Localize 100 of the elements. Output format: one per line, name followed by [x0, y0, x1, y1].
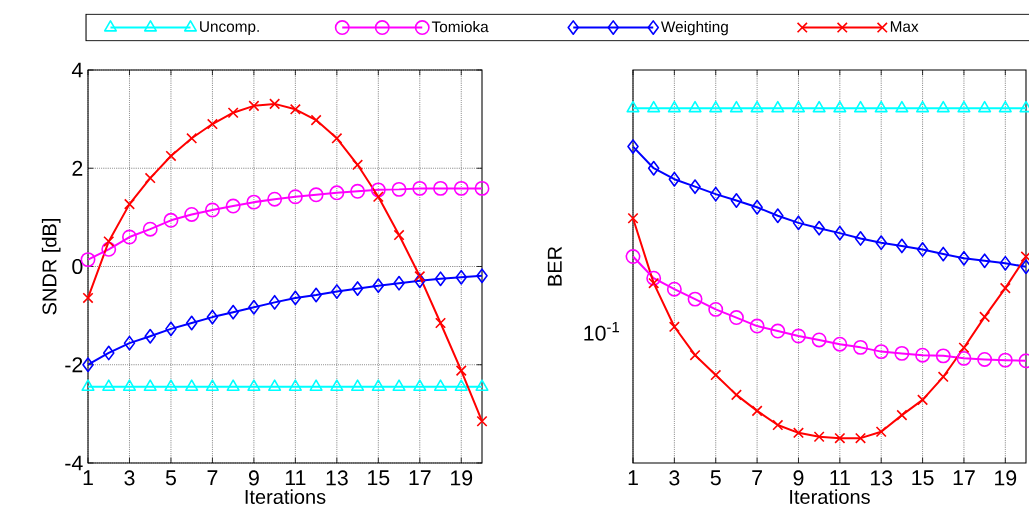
point: [455, 269, 468, 285]
point: [82, 357, 94, 373]
point: [433, 379, 448, 391]
point: [855, 432, 867, 444]
point: [248, 100, 260, 112]
legend-label: Tomioka: [431, 20, 489, 33]
point: [730, 389, 742, 401]
point: [413, 273, 426, 289]
point: [370, 182, 386, 198]
point: [873, 344, 889, 360]
point: [103, 235, 115, 247]
point: [751, 405, 763, 417]
point: [978, 253, 991, 269]
point: [770, 323, 786, 339]
point: [122, 379, 137, 391]
point: [772, 419, 784, 431]
point: [206, 118, 218, 130]
point: [957, 100, 971, 113]
point: [227, 107, 239, 119]
point: [393, 229, 405, 241]
point: [435, 317, 447, 329]
point: [247, 379, 261, 391]
y-tick-label: 2: [72, 160, 83, 176]
point: [853, 100, 868, 113]
point: [433, 180, 448, 196]
point: [267, 191, 283, 207]
point: [916, 242, 929, 257]
point: [269, 98, 281, 110]
point: [749, 318, 765, 334]
text: 10$^{-1}$: [584, 321, 620, 341]
point: [246, 194, 262, 210]
point: [412, 180, 428, 196]
point: [958, 342, 970, 354]
point: [688, 100, 702, 113]
point: [205, 379, 219, 391]
point: [82, 292, 94, 304]
point: [646, 270, 662, 286]
x-tick-label: 5: [165, 470, 176, 486]
point: [226, 379, 240, 391]
point: [750, 100, 764, 113]
point: [371, 379, 385, 391]
legend-label: Max: [890, 21, 919, 32]
y-tick-label: -2: [65, 357, 83, 373]
point: [935, 348, 951, 364]
point: [351, 379, 365, 391]
point: [956, 350, 972, 366]
point: [668, 321, 680, 333]
point: [666, 281, 682, 297]
point: [875, 235, 888, 251]
point: [225, 198, 241, 214]
point: [813, 431, 825, 443]
point: [895, 100, 909, 113]
point: [142, 221, 158, 237]
y-tick-label: 0: [72, 258, 83, 275]
point: [998, 100, 1012, 113]
point: [288, 379, 302, 391]
x-tick-label: 13: [870, 470, 893, 486]
y-axis-title: SNDR [dB]: [41, 219, 61, 315]
point: [206, 309, 219, 325]
legend-label: Uncomp.: [200, 21, 259, 35]
point: [331, 132, 343, 144]
point: [854, 231, 867, 246]
x-tick-label: 1: [628, 470, 638, 486]
point: [165, 150, 177, 162]
point: [730, 193, 743, 208]
point: [648, 277, 660, 289]
point: [729, 100, 743, 113]
point: [102, 345, 115, 361]
point: [689, 349, 701, 361]
point: [453, 180, 469, 196]
x-tick-label: 5: [710, 470, 721, 486]
point: [476, 268, 488, 284]
x-tick-label: 3: [669, 470, 680, 486]
point: [123, 335, 136, 351]
point: [832, 336, 848, 352]
point: [625, 249, 641, 265]
point: [812, 100, 826, 113]
point: [455, 365, 467, 377]
point: [977, 351, 993, 367]
point: [813, 220, 825, 236]
x-tick-label: 17: [409, 470, 431, 486]
point: [647, 100, 661, 113]
point: [204, 202, 220, 218]
x-tick-label: 19: [995, 470, 1017, 486]
point: [163, 212, 179, 228]
y-tick-label: 4: [71, 62, 83, 78]
point: [413, 379, 427, 391]
point: [268, 294, 281, 310]
point: [310, 287, 322, 303]
x-tick-label: 19: [451, 470, 473, 486]
point: [248, 299, 260, 315]
point: [728, 310, 744, 326]
point: [771, 100, 785, 113]
point: [894, 345, 910, 361]
x-axis-title: Iterations: [245, 489, 326, 504]
x-tick-label: 15: [368, 470, 390, 486]
point: [958, 250, 970, 266]
point: [289, 290, 302, 306]
point: [372, 278, 385, 294]
point: [350, 183, 366, 199]
